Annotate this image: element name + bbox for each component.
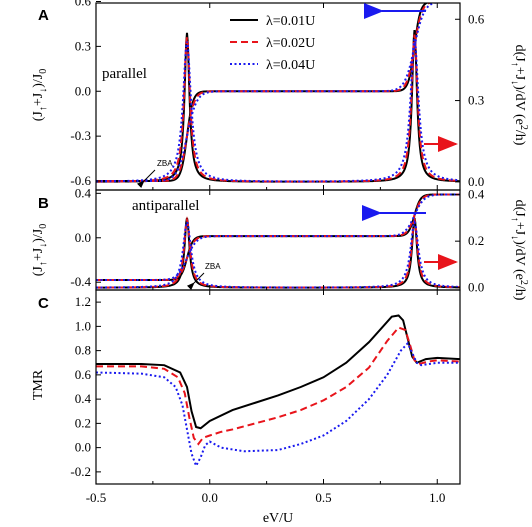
conductance-curve-3 — [96, 38, 460, 183]
y-tick-label-right: 0.6 — [468, 11, 485, 26]
y-tick-label-left: 0.4 — [75, 185, 92, 200]
current-curve-2 — [96, 193, 460, 281]
y-tick-label-right: 0.3 — [468, 93, 484, 108]
y-tick-label-left: 0.6 — [75, 0, 92, 9]
x-tick-label: 0.0 — [202, 490, 218, 505]
y-tick-label-left: 0.3 — [75, 38, 91, 53]
panel-a-zba-label: ZBA — [157, 159, 173, 168]
panel-a-ylabel-left: (J↑+J↓)/J0 — [31, 69, 49, 121]
conductance-curve-2 — [96, 34, 460, 183]
current-curve-2 — [96, 3, 434, 183]
legend-label-3: λ=0.04U — [266, 58, 315, 73]
y-tick-label-left: -0.4 — [70, 274, 91, 289]
panel-b-zba-arrow — [186, 272, 205, 291]
y-tick-label-right: 0.4 — [468, 187, 485, 202]
parallel-label: parallel — [102, 66, 147, 82]
x-tick-label: -0.5 — [86, 490, 107, 505]
legend-label-2: λ=0.02U — [266, 36, 315, 51]
panel-a-frame — [95, 2, 461, 191]
y-tick-label-right: 0.2 — [468, 233, 484, 248]
conductance-curve-2 — [96, 216, 460, 289]
current-curve-3 — [96, 193, 460, 281]
y-tick-label-left: -0.6 — [70, 173, 91, 188]
y-tick-label-left: 0.8 — [75, 343, 91, 358]
panel-a: -0.6 -0.3 0.0 0.3 0.6 0.0 0.3 0.6 A parallel (J… — [31, 0, 529, 191]
panel-b-ylabel-right: d(J↑+J↓)/dV (e2/h) — [509, 200, 529, 301]
y-tick-label-left: -0.3 — [70, 128, 91, 143]
panel-c-curves — [96, 314, 460, 469]
x-tick-label: 1.0 — [429, 490, 445, 505]
panel-c-frame — [95, 289, 461, 485]
conductance-curve-3 — [96, 219, 460, 289]
y-tick-label-left: -0.2 — [70, 464, 91, 479]
panel-b-letter: B — [38, 195, 49, 212]
y-tick-label-left: 0.4 — [75, 391, 92, 406]
y-tick-label-left: 0.0 — [75, 83, 91, 98]
y-tick-label-left: 1.0 — [75, 318, 91, 333]
legend: λ=0.01U λ=0.02U λ=0.04U — [230, 14, 315, 73]
y-tick-label-right: 0.0 — [468, 174, 484, 189]
x-axis-label: eV/U — [263, 511, 293, 526]
panel-b: -0.4 0.0 0.4 0.0 0.2 0.4 B antiparallel (J↑+J… — [31, 185, 529, 300]
conductance-curve-1 — [96, 29, 460, 183]
panel-c-ticks: -0.5 0.0 0.5 1.0 -0.2 0.0 0.2 0.4 0.6 0.8 1.0 1.2 — [70, 290, 445, 505]
antiparallel-label: antiparallel — [132, 198, 199, 214]
panel-a-curves — [96, 3, 460, 183]
x-tick-label: 0.5 — [315, 490, 331, 505]
y-tick-label-left: 0.6 — [75, 367, 92, 382]
panel-c-ylabel: TMR — [31, 369, 46, 400]
panel-a-zba-arrow — [136, 169, 156, 189]
y-tick-label-right: 0.0 — [468, 280, 484, 295]
panel-b-zba-label: ZBA — [205, 262, 221, 271]
panel-b-curves — [96, 193, 460, 289]
y-tick-label-left: 0.2 — [75, 415, 91, 430]
tmr-series-1 — [96, 314, 460, 430]
panel-b-ylabel-left: (J↑+J↓)/J0 — [31, 224, 49, 276]
panel-c: -0.5 0.0 0.5 1.0 -0.2 0.0 0.2 0.4 0.6 0.8 1.0 1.2 C… — [31, 289, 461, 526]
panel-a-letter: A — [38, 7, 49, 24]
tmr-series-3 — [96, 341, 460, 469]
y-tick-label-left: 0.0 — [75, 230, 91, 245]
panel-a-ylabel-right: d(J↑+J↓)/dV (e2/h) — [509, 45, 529, 146]
y-tick-label-left: 1.2 — [75, 294, 91, 309]
panel-c-letter: C — [38, 295, 49, 312]
legend-label-1: λ=0.01U — [266, 14, 315, 29]
tmr-series-2 — [96, 326, 460, 446]
y-tick-label-left: 0.0 — [75, 440, 91, 455]
panel-b-ticks: -0.4 0.0 0.4 0.0 0.2 0.4 — [70, 185, 484, 294]
